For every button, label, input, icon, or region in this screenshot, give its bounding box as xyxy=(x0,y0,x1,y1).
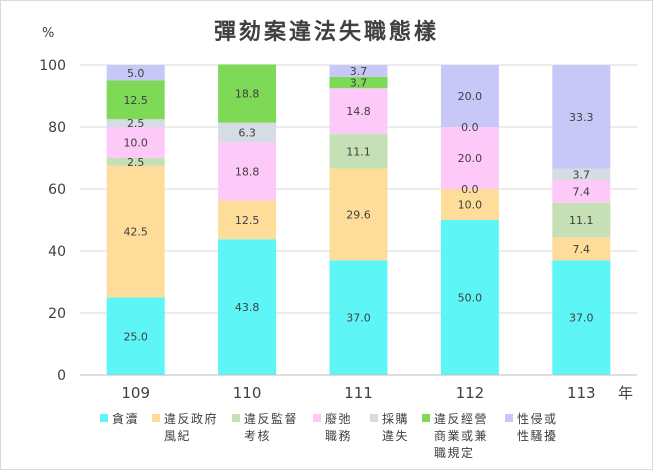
bar-segment xyxy=(218,142,277,201)
bar-segment xyxy=(552,202,611,238)
x-tick-label: 113 xyxy=(567,384,596,402)
legend-swatch xyxy=(100,414,108,422)
axis-layer: % 年 0 20 40 60 80 100 109 110 111 112 113 xyxy=(39,26,637,402)
legend-label: 採購 xyxy=(382,412,409,426)
legend-label: 廢弛 xyxy=(325,411,352,426)
legend-label: 風紀 xyxy=(164,429,191,443)
data-label: 7.4 xyxy=(573,185,591,198)
bar-segment xyxy=(440,65,499,127)
legend-label: 違反政府 xyxy=(164,411,218,426)
legend-label: 貪瀆 xyxy=(112,411,139,426)
data-label: 3.7 xyxy=(350,65,368,78)
bar-segment xyxy=(552,260,611,375)
bar-segment xyxy=(329,260,388,375)
data-label: 0.0 xyxy=(461,183,479,196)
bar-segment xyxy=(106,165,165,298)
y-tick-label: 80 xyxy=(48,120,66,136)
bar-segment xyxy=(106,127,165,158)
legend-label: 職規定 xyxy=(434,445,475,460)
legend-label: 性騷擾 xyxy=(517,429,558,443)
bar-segment xyxy=(552,180,611,203)
bar-segment xyxy=(552,237,611,261)
data-label: 42.5 xyxy=(123,226,148,239)
legend-swatch xyxy=(370,414,378,422)
bar-segment xyxy=(329,76,388,89)
chart-title: 彈劾案違法失職態樣 xyxy=(213,19,439,45)
bar-segment xyxy=(106,297,165,375)
data-label: 33.3 xyxy=(569,111,594,124)
bar-segment xyxy=(106,158,165,166)
y-axis-unit: % xyxy=(42,26,54,41)
data-label: 37.0 xyxy=(346,312,371,325)
data-label: 3.7 xyxy=(350,77,368,90)
y-tick-label: 60 xyxy=(48,182,66,198)
data-label: 14.8 xyxy=(346,105,371,118)
data-label: 43.8 xyxy=(235,301,260,314)
legend-swatch xyxy=(232,414,240,422)
data-label: 0.0 xyxy=(461,121,479,134)
data-label: 5.0 xyxy=(127,67,145,80)
data-label: 3.7 xyxy=(573,168,591,181)
x-tick-label: 112 xyxy=(456,384,485,402)
data-label: 20.0 xyxy=(458,90,483,103)
data-label: 2.5 xyxy=(127,156,145,169)
legend-label: 違反監督 xyxy=(244,411,298,426)
data-label: 10.0 xyxy=(123,137,148,150)
legend-label: 考核 xyxy=(244,429,271,443)
bar-segment xyxy=(329,65,388,77)
x-tick-label: 111 xyxy=(344,384,373,402)
label-layer: 25.0 42.5 2.5 10.0 2.5 12.5 5.0 43.8 12.5 18.8 6.3… xyxy=(123,65,593,343)
bar-segment xyxy=(218,122,277,143)
legend-swatch xyxy=(505,414,513,422)
data-label: 11.1 xyxy=(346,145,371,158)
data-label: 2.5 xyxy=(127,117,145,130)
data-label: 12.5 xyxy=(123,94,148,107)
x-axis-unit: 年 xyxy=(618,384,633,402)
bar-segment xyxy=(218,200,277,240)
data-label: 25.0 xyxy=(123,330,148,343)
data-label: 10.0 xyxy=(458,199,483,212)
bar-segment xyxy=(329,88,388,135)
y-tick-label: 40 xyxy=(48,244,66,260)
legend-label: 性侵或 xyxy=(517,411,558,426)
bar-segment xyxy=(440,189,499,220)
data-label: 18.8 xyxy=(235,165,260,178)
bar-segment xyxy=(440,220,499,375)
bar-segment xyxy=(106,80,165,120)
bar-segment xyxy=(552,168,611,181)
data-label: 37.0 xyxy=(569,312,594,325)
bar-layer xyxy=(106,64,611,375)
data-label: 18.8 xyxy=(235,88,260,101)
legend-label: 違失 xyxy=(382,428,409,443)
legend-label: 違反經營 xyxy=(434,412,488,426)
legend-label: 商業或兼 xyxy=(434,428,488,443)
bar-segment xyxy=(218,239,277,375)
bar-segment xyxy=(218,64,277,123)
bar-segment xyxy=(329,168,388,261)
data-label: 50.0 xyxy=(458,292,483,305)
data-label: 7.4 xyxy=(573,243,591,256)
legend-swatch xyxy=(152,414,160,422)
data-label: 29.6 xyxy=(346,208,371,221)
bar-segment xyxy=(329,134,388,169)
bar-segment xyxy=(106,65,165,81)
data-label: 11.1 xyxy=(569,214,594,227)
x-tick-label: 109 xyxy=(121,384,150,402)
y-tick-label: 0 xyxy=(57,368,66,384)
bar-segment xyxy=(552,65,611,169)
bar-segment xyxy=(106,119,165,127)
y-tick-label: 20 xyxy=(48,306,66,322)
data-label: 6.3 xyxy=(238,126,256,139)
data-label: 20.0 xyxy=(458,152,483,165)
data-label: 12.5 xyxy=(235,214,260,227)
x-tick-label: 110 xyxy=(233,384,262,402)
legend-label: 職務 xyxy=(325,429,352,443)
legend-swatch xyxy=(422,414,430,422)
bar-segment xyxy=(440,127,499,189)
y-tick-label: 100 xyxy=(39,58,66,74)
legend-swatch xyxy=(313,414,321,422)
